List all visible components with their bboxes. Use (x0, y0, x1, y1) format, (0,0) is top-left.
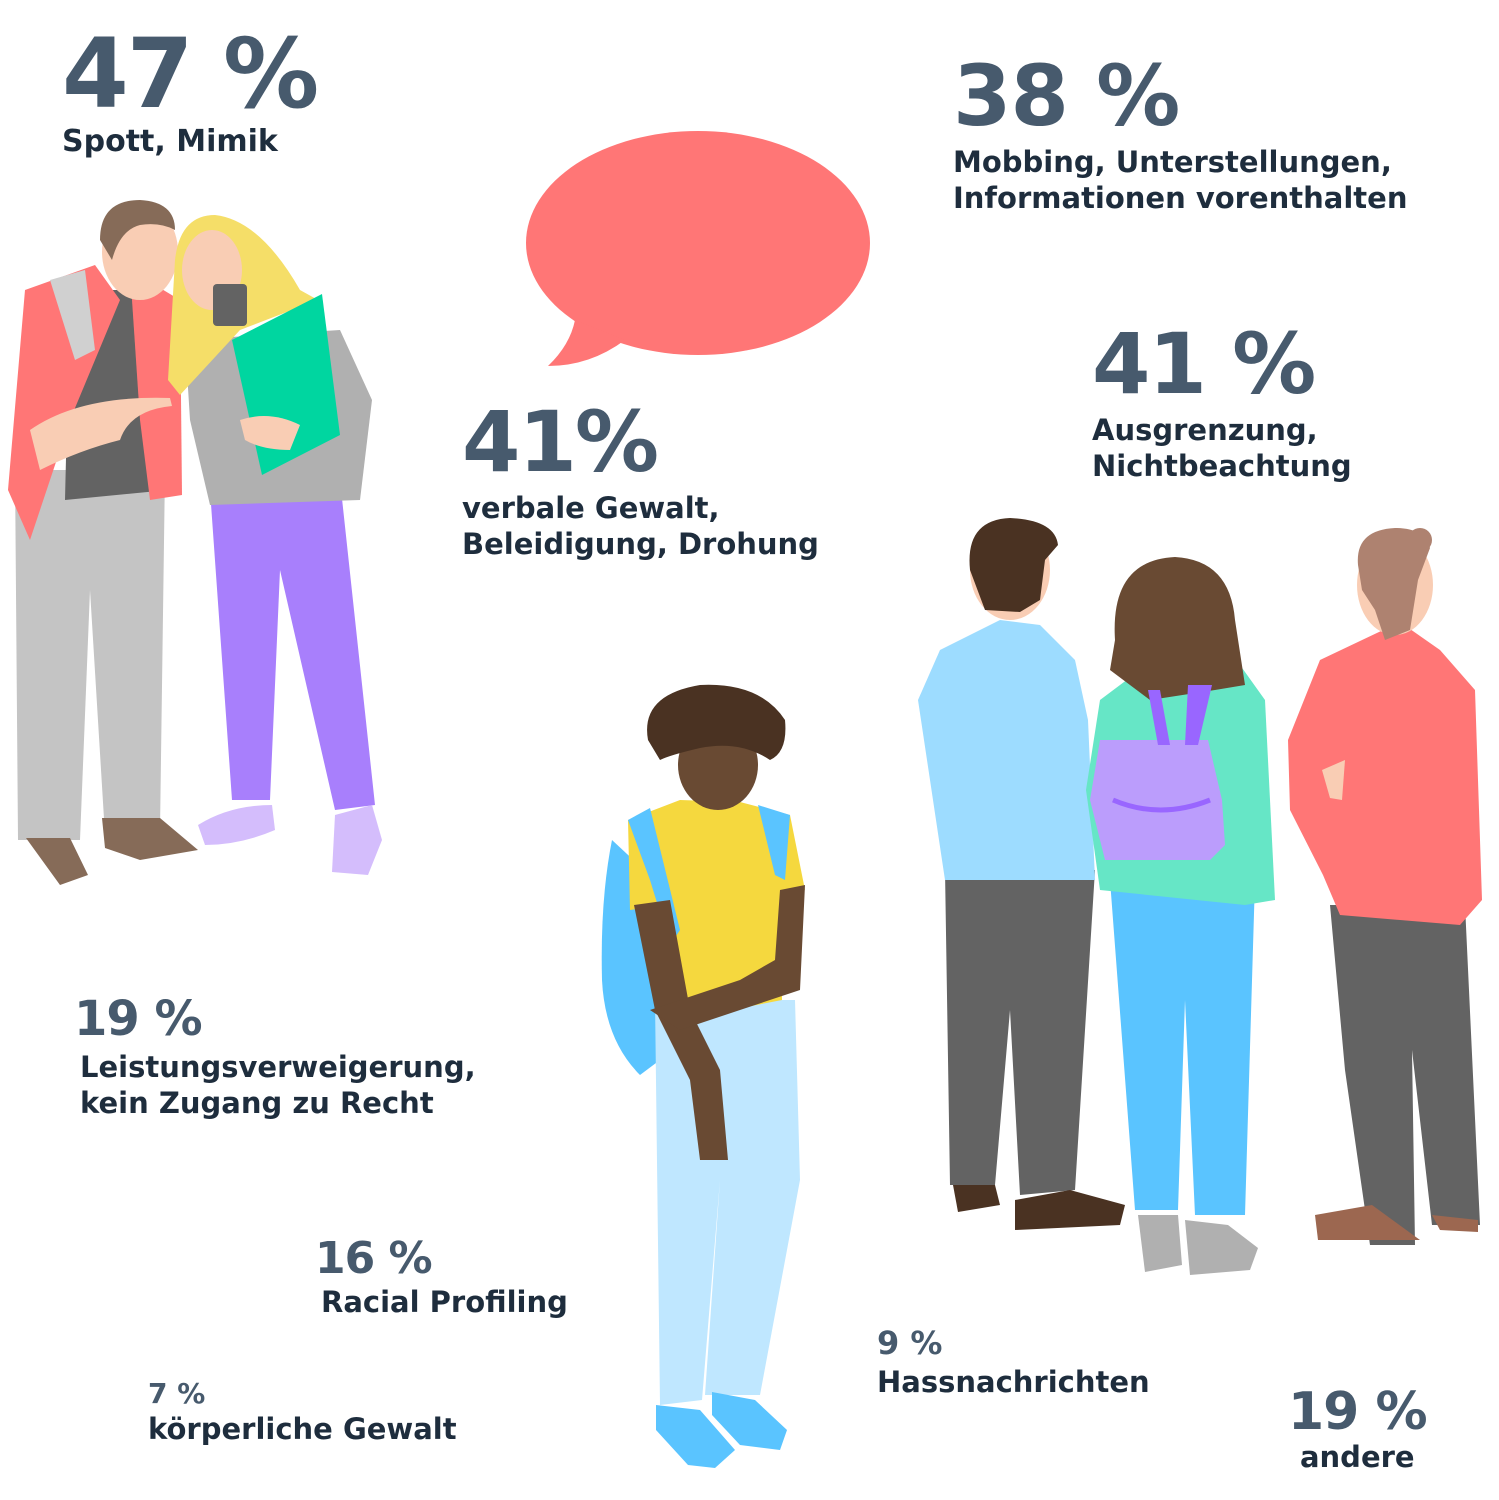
stat-mobbing: 38 % Mobbing, Unterstellungen, Informati… (953, 54, 1407, 217)
stat-value: 38 % (953, 47, 1180, 145)
stat-value: 19 % (74, 991, 203, 1047)
stat-verbale-gewalt: 41% verbale Gewalt, Beleidigung, Drohung (462, 400, 819, 563)
stat-racial-profiling: 16 % Racial Profiling (315, 1237, 568, 1320)
stat-hassnachrichten: 9 % Hassnachrichten (877, 1327, 1150, 1400)
stat-label: verbale Gewalt, Beleidigung, Drohung (462, 491, 819, 562)
stat-ausgrenzung: 41 % Ausgrenzung, Nichtbeachtung (1092, 322, 1352, 485)
stat-label: Racial Profiling (321, 1285, 568, 1319)
stat-label: Mobbing, Unterstellungen, Informationen … (953, 145, 1408, 216)
stat-label: körperliche Gewalt (148, 1412, 457, 1446)
sad-student-illustration (601, 684, 805, 1468)
stat-spott-mimik: 47 % Spott, Mimik (62, 18, 319, 160)
stat-value: 47 % (62, 18, 319, 130)
stat-label: Leistungsverweigerung, kein Zugang zu Re… (80, 1050, 476, 1121)
stat-andere: 19 % andere (1288, 1382, 1428, 1475)
stat-label: Spott, Mimik (62, 124, 278, 159)
stat-value: 41% (462, 393, 659, 491)
group-of-three-illustration (918, 518, 1482, 1275)
stat-value: 7 % (148, 1377, 206, 1410)
stat-label: Hassnachrichten (877, 1365, 1150, 1399)
stat-value: 16 % (315, 1233, 433, 1284)
speech-bubble-icon (526, 131, 870, 366)
stat-value: 41 % (1092, 315, 1316, 413)
stat-value: 9 % (877, 1324, 943, 1362)
stat-leistungsverweigerung: 19 % Leistungsverweigerung, kein Zugang … (74, 995, 476, 1122)
stat-koerperliche-gewalt: 7 % körperliche Gewalt (148, 1380, 457, 1447)
stat-label: andere (1299, 1440, 1415, 1474)
two-people-illustration (8, 200, 382, 885)
stat-label: Ausgrenzung, Nichtbeachtung (1092, 413, 1352, 484)
stat-value: 19 % (1288, 1382, 1428, 1442)
